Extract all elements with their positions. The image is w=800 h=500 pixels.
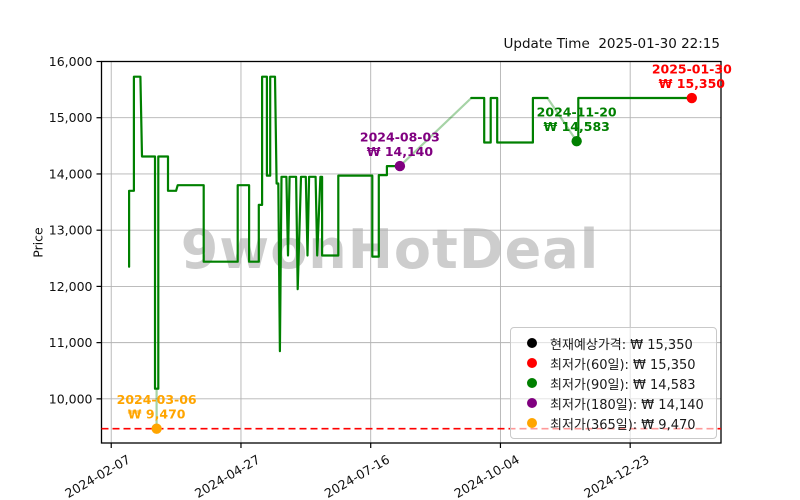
y-tick-label: 10,000 xyxy=(49,391,93,406)
marker-annotation-price: ₩ 14,140 xyxy=(367,144,434,159)
legend-item: 최저가(60일): ₩ 15,350 xyxy=(511,353,716,373)
legend-marker-icon xyxy=(527,418,537,428)
y-tick-label: 13,000 xyxy=(49,223,93,238)
price-line-gap-segment xyxy=(398,96,473,168)
marker-annotation-date: 2024-11-20 xyxy=(537,105,617,120)
y-tick-label: 12,000 xyxy=(49,279,93,294)
x-tick-label: 2024-10-04 xyxy=(452,452,522,500)
y-axis-label: Price xyxy=(30,227,46,258)
price-line-gap-segment xyxy=(546,96,578,143)
y-tick-label: 16,000 xyxy=(49,54,93,69)
x-tick-label: 2024-02-07 xyxy=(62,452,132,500)
y-tick-label: 11,000 xyxy=(49,335,93,350)
x-tick-label: 2024-04-27 xyxy=(192,452,262,500)
price-line xyxy=(128,75,401,390)
marker-annotation-date: 2024-08-03 xyxy=(360,130,440,145)
update-time-title: Update Time 2025-01-30 22:15 xyxy=(503,36,720,52)
marker-annotation-date: 2025-01-30 xyxy=(652,62,732,77)
y-tick-label: 15,000 xyxy=(49,110,93,125)
marker-dot xyxy=(686,92,698,104)
price-line xyxy=(470,96,549,144)
legend-marker-icon xyxy=(527,338,537,348)
marker-dot xyxy=(571,135,582,147)
legend-item-label: 현재예상가격: ₩ 15,350 xyxy=(550,337,693,353)
legend-marker-icon xyxy=(527,378,537,388)
marker-dot xyxy=(151,423,162,434)
legend-item-label: 최저가(365일): ₩ 9,470 xyxy=(550,417,696,433)
legend-item: 현재예상가격: ₩ 15,350 xyxy=(511,333,716,353)
legend-item: 최저가(365일): ₩ 9,470 xyxy=(511,413,716,433)
legend-item: 최저가(180일): ₩ 14,140 xyxy=(511,393,716,413)
legend: 현재예상가격: ₩ 15,350 최저가(60일): ₩ 15,350 최저가(90… xyxy=(510,327,717,439)
marker-annotation-date: 2024-03-06 xyxy=(117,392,197,407)
x-tick-label: 2024-12-23 xyxy=(581,452,651,500)
legend-item-label: 최저가(180일): ₩ 14,140 xyxy=(550,397,704,413)
legend-marker-icon xyxy=(527,398,537,408)
legend-item: 최저가(90일): ₩ 14,583 xyxy=(511,373,716,393)
marker-annotation-price: ₩ 14,583 xyxy=(543,119,609,134)
x-tick-label: 2024-07-16 xyxy=(322,452,392,500)
watermark: 9wonHotDeal xyxy=(180,218,600,281)
legend-item-label: 최저가(90일): ₩ 14,583 xyxy=(550,377,696,393)
marker-annotation-price: ₩ 9,470 xyxy=(128,407,186,422)
legend-item-label: 최저가(60일): ₩ 15,350 xyxy=(550,357,696,373)
marker-annotation-price: ₩ 15,350 xyxy=(659,76,726,91)
plot-frame xyxy=(100,60,722,444)
marker-dot xyxy=(394,160,406,172)
y-tick-label: 14,000 xyxy=(49,166,93,181)
legend-marker-icon xyxy=(527,358,537,368)
